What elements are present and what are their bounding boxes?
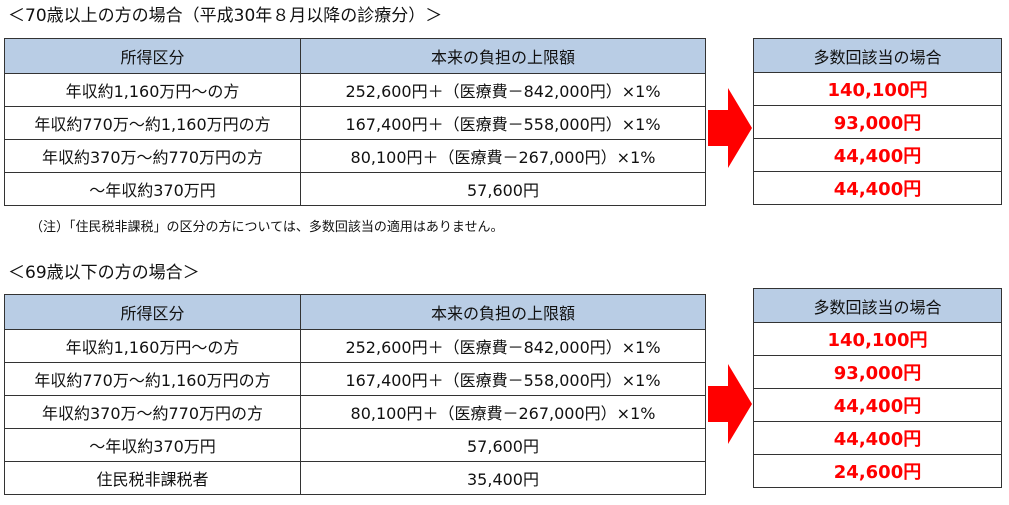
multiple-value-cell: 44,400円	[753, 171, 1002, 205]
table-row: 44,400円	[753, 171, 1002, 205]
table-row: 93,000円	[753, 105, 1002, 139]
table-row: 年収約370万～約770万円の方 80,100円＋（医療費－267,000円）×…	[4, 139, 706, 173]
section1-multiple-table: 多数回該当の場合 140,100円 93,000円 44,400円 44,400…	[753, 38, 1002, 205]
table-row: 年収約1,160万円～の方 252,600円＋（医療費－842,000円）×1%	[4, 73, 706, 107]
limit-cell: 35,400円	[300, 461, 706, 495]
section1-title: ＜70歳以上の方の場合（平成30年８月以降の診療分）＞	[8, 6, 443, 26]
column-header-limit: 本来の負担の上限額	[300, 294, 706, 330]
table-row: 年収約770万～約1,160万円の方 167,400円＋（医療費－558,000…	[4, 106, 706, 140]
column-header-multiple: 多数回該当の場合	[753, 38, 1002, 73]
section2-title: ＜69歳以下の方の場合＞	[8, 263, 200, 283]
section2-table: 所得区分 本来の負担の上限額 年収約1,160万円～の方 252,600円＋（医…	[4, 294, 706, 495]
table-header-row: 所得区分 本来の負担の上限額	[4, 38, 706, 74]
table-row: 24,600円	[753, 454, 1002, 488]
multiple-value-cell: 140,100円	[753, 72, 1002, 106]
table-header-row: 多数回該当の場合	[753, 38, 1002, 73]
limit-cell: 57,600円	[300, 172, 706, 206]
section1-note: （注）「住民税非課税」の区分の方については、多数回該当の適用はありません。	[30, 220, 504, 235]
income-cell: 年収約770万～約1,160万円の方	[4, 106, 301, 140]
column-header-limit: 本来の負担の上限額	[300, 38, 706, 74]
right-arrow-icon	[708, 364, 752, 444]
column-header-income: 所得区分	[4, 294, 301, 330]
income-cell: 年収約370万～約770万円の方	[4, 139, 301, 173]
multiple-value-cell: 93,000円	[753, 355, 1002, 389]
multiple-value-cell: 44,400円	[753, 138, 1002, 172]
limit-cell: 80,100円＋（医療費－267,000円）×1%	[300, 139, 706, 173]
table-row: ～年収約370万円 57,600円	[4, 172, 706, 206]
column-header-multiple: 多数回該当の場合	[753, 288, 1002, 323]
table-row: 年収約770万～約1,160万円の方 167,400円＋（医療費－558,000…	[4, 362, 706, 396]
income-cell: ～年収約370万円	[4, 428, 301, 462]
limit-cell: 252,600円＋（医療費－842,000円）×1%	[300, 73, 706, 107]
income-cell: 年収約1,160万円～の方	[4, 73, 301, 107]
multiple-value-cell: 44,400円	[753, 388, 1002, 422]
table-row: 住民税非課税者 35,400円	[4, 461, 706, 495]
limit-cell: 252,600円＋（医療費－842,000円）×1%	[300, 329, 706, 363]
section2-multiple-table: 多数回該当の場合 140,100円 93,000円 44,400円 44,400…	[753, 288, 1002, 488]
limit-cell: 57,600円	[300, 428, 706, 462]
income-cell: ～年収約370万円	[4, 172, 301, 206]
table-row: 44,400円	[753, 388, 1002, 422]
right-arrow-icon	[708, 88, 752, 168]
table-row: 年収約1,160万円～の方 252,600円＋（医療費－842,000円）×1%	[4, 329, 706, 363]
table-header-row: 多数回該当の場合	[753, 288, 1002, 323]
income-cell: 年収約1,160万円～の方	[4, 329, 301, 363]
table-row: 44,400円	[753, 138, 1002, 172]
multiple-value-cell: 140,100円	[753, 322, 1002, 356]
table-row: 140,100円	[753, 322, 1002, 356]
table-row: 年収約370万～約770万円の方 80,100円＋（医療費－267,000円）×…	[4, 395, 706, 429]
table-row: 93,000円	[753, 355, 1002, 389]
multiple-value-cell: 44,400円	[753, 421, 1002, 455]
table-row: 44,400円	[753, 421, 1002, 455]
column-header-income: 所得区分	[4, 38, 301, 74]
multiple-value-cell: 93,000円	[753, 105, 1002, 139]
multiple-value-cell: 24,600円	[753, 454, 1002, 488]
income-cell: 年収約370万～約770万円の方	[4, 395, 301, 429]
income-cell: 住民税非課税者	[4, 461, 301, 495]
table-row: 140,100円	[753, 72, 1002, 106]
income-cell: 年収約770万～約1,160万円の方	[4, 362, 301, 396]
limit-cell: 167,400円＋（医療費－558,000円）×1%	[300, 106, 706, 140]
limit-cell: 167,400円＋（医療費－558,000円）×1%	[300, 362, 706, 396]
table-header-row: 所得区分 本来の負担の上限額	[4, 294, 706, 330]
table-row: ～年収約370万円 57,600円	[4, 428, 706, 462]
limit-cell: 80,100円＋（医療費－267,000円）×1%	[300, 395, 706, 429]
section1-table: 所得区分 本来の負担の上限額 年収約1,160万円～の方 252,600円＋（医…	[4, 38, 706, 206]
